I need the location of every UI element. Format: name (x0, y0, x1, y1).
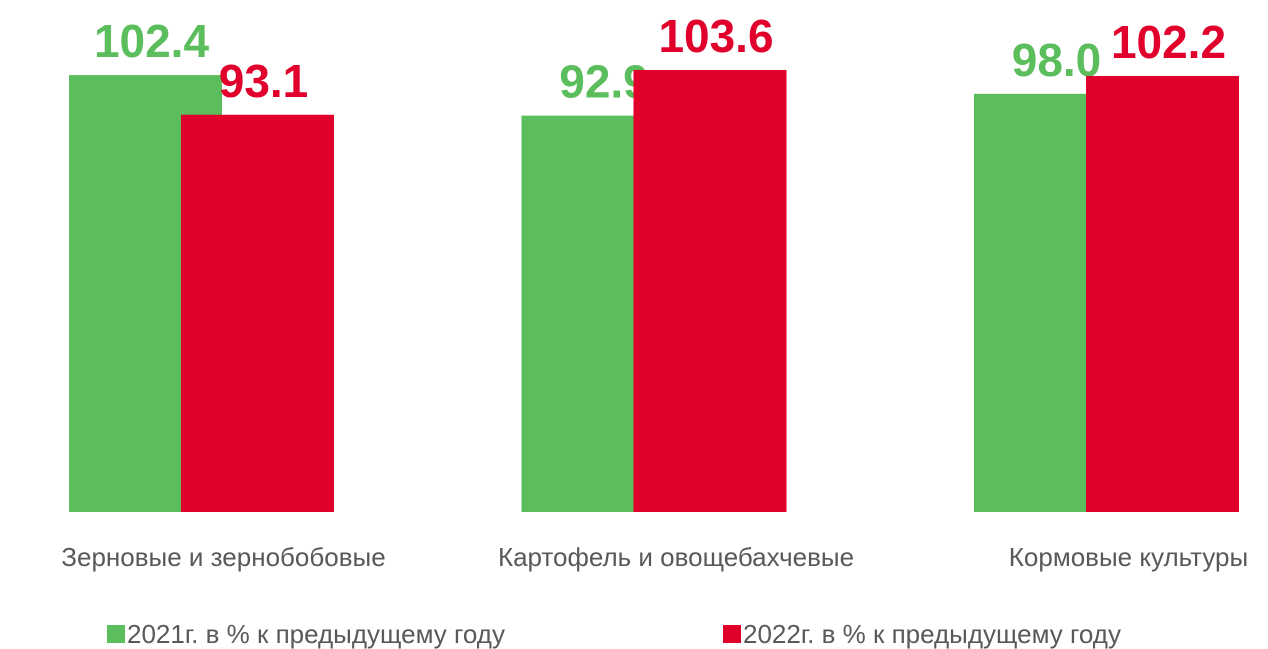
legend-swatch (107, 625, 125, 643)
x-tick-label: Кормовые культуры (1009, 542, 1248, 572)
legend-label: 2022г. в % к предыдущему году (743, 619, 1121, 649)
bar (1086, 75, 1239, 513)
legend-label: 2021г. в % к предыдущему году (127, 619, 505, 649)
x-tick-label: Зерновые и зернобобовые (61, 542, 385, 572)
bar (633, 69, 787, 513)
bar (181, 114, 334, 513)
legend-swatch (723, 625, 741, 643)
data-label: 102.2 (1111, 16, 1226, 68)
data-label: 103.6 (658, 10, 773, 62)
data-label: 93.1 (219, 55, 309, 107)
data-label: 102.4 (94, 15, 210, 67)
x-tick-label: Картофель и овощебахчевые (498, 542, 854, 572)
